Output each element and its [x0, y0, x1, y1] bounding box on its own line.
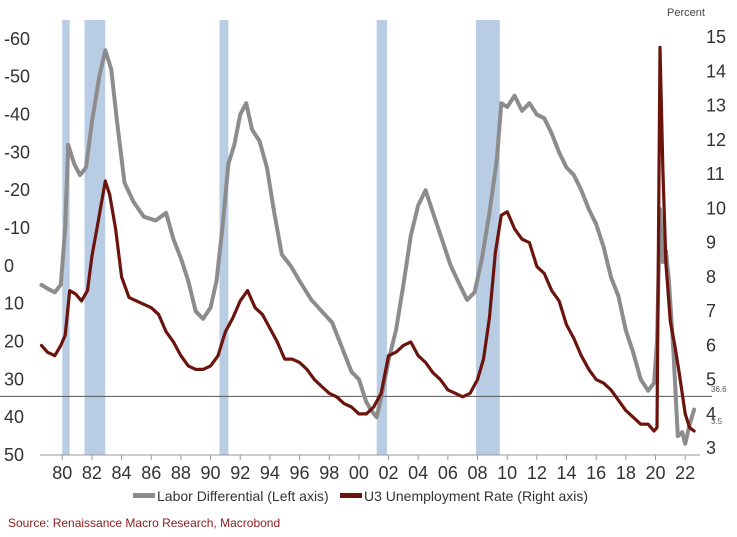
right-tick-label: 8 — [706, 267, 716, 287]
right-tick-label: 3 — [706, 438, 716, 458]
right-tick-label: 4 — [706, 404, 716, 424]
x-tick-label: 22 — [675, 463, 695, 483]
left-tick-label: 20 — [4, 332, 24, 352]
right-tick-label: 13 — [706, 96, 726, 116]
right-tick-label: 7 — [706, 301, 716, 321]
recession-band-4 — [476, 20, 500, 455]
left-tick-label: 50 — [4, 445, 24, 465]
left-tick-label: -50 — [4, 67, 30, 87]
x-tick-label: 90 — [201, 463, 221, 483]
right-tick-label: 14 — [706, 61, 726, 81]
right-tick-label: 9 — [706, 233, 716, 253]
right-axis-ticks: 3 4 5 6 7 8 9 10 11 12 13 14 15 — [706, 27, 726, 458]
x-tick-label: 14 — [557, 463, 577, 483]
left-tick-label: -10 — [4, 218, 30, 238]
x-tick-label: 94 — [260, 463, 280, 483]
right-axis-unit-label: Percent — [667, 7, 705, 19]
series-line-u3-unemployment — [39, 45, 696, 433]
x-tick-label: 10 — [497, 463, 517, 483]
right-tick-label: 6 — [706, 335, 716, 355]
x-tick-label: 16 — [586, 463, 606, 483]
source-note: Source: Renaissance Macro Research, Macr… — [8, 516, 280, 530]
right-tick-label: 10 — [706, 198, 726, 218]
legend-item-labor-differential[interactable]: Labor Differential (Left axis) — [133, 488, 329, 504]
right-tick-label: 12 — [706, 130, 726, 150]
legend: Labor Differential (Left axis) U3 Unempl… — [133, 488, 588, 504]
end-label-u3: 3.5 — [711, 417, 723, 426]
x-tick-label: 18 — [616, 463, 636, 483]
x-tick-label: 02 — [379, 463, 399, 483]
x-tick-label: 20 — [645, 463, 665, 483]
left-axis-ticks: -60 -50 -40 -30 -20 -10 0 10 20 30 40 50 — [4, 29, 30, 465]
left-tick-label: 40 — [4, 407, 24, 427]
x-tick-label: 96 — [290, 463, 310, 483]
x-tick-label: 04 — [408, 463, 428, 483]
x-tick-label: 12 — [527, 463, 547, 483]
recession-band-2 — [219, 20, 229, 455]
x-tick-label: 06 — [438, 463, 458, 483]
right-tick-label: 11 — [706, 164, 725, 184]
recession-band-3 — [376, 20, 388, 455]
x-tick-label: 08 — [468, 463, 488, 483]
x-tick-label: 86 — [141, 463, 161, 483]
end-label-labor-differential: 36.6 — [711, 385, 727, 394]
left-tick-label: 0 — [4, 256, 14, 276]
legend-item-u3-unemployment[interactable]: U3 Unemployment Rate (Right axis) — [340, 488, 588, 504]
left-tick-label: -40 — [4, 105, 30, 125]
x-tick-label: 00 — [349, 463, 369, 483]
recession-bands — [62, 20, 500, 455]
legend-label-labor-differential: Labor Differential (Left axis) — [157, 488, 329, 504]
series-layer — [39, 45, 697, 446]
legend-swatch-labor-differential — [133, 493, 155, 498]
x-tick-label: 98 — [319, 463, 339, 483]
x-tick-label: 88 — [171, 463, 191, 483]
left-tick-label: -30 — [4, 142, 30, 162]
left-tick-label: 30 — [4, 369, 24, 389]
series-line-labor-differential — [39, 48, 697, 446]
x-tick-label: 84 — [112, 463, 132, 483]
x-tick-label: 82 — [82, 463, 102, 483]
x-axis-ticks: 80 82 84 86 88 90 92 94 96 98 00 02 04 06 08 10 12 14 16 18… — [52, 455, 695, 483]
right-tick-label: 15 — [706, 27, 726, 47]
x-tick-label: 92 — [230, 463, 250, 483]
legend-label-u3-unemployment: U3 Unemployment Rate (Right axis) — [364, 488, 588, 504]
left-tick-label: 10 — [4, 294, 24, 314]
legend-swatch-u3-unemployment — [340, 493, 362, 498]
x-tick-label: 80 — [52, 463, 72, 483]
right-tick-label: 5 — [706, 370, 716, 390]
left-tick-label: -60 — [4, 29, 30, 49]
left-tick-label: -20 — [4, 180, 30, 200]
